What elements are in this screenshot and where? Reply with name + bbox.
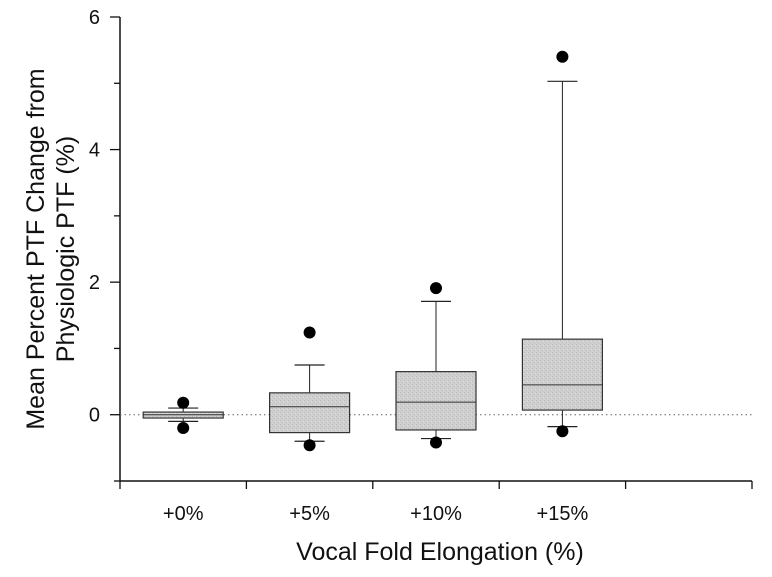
y-tick-label: 4 bbox=[89, 140, 100, 162]
x-tick-label: +5% bbox=[289, 503, 330, 525]
box-iqr bbox=[269, 392, 351, 434]
box-group bbox=[521, 50, 604, 438]
box-group bbox=[142, 396, 224, 434]
box-iqr bbox=[521, 338, 604, 411]
box-group bbox=[269, 326, 351, 452]
x-tick-label: +15% bbox=[537, 503, 589, 525]
outlier-point bbox=[177, 421, 190, 434]
outlier-point bbox=[177, 396, 190, 409]
y-axis-title-line-1: Mean Percent PTF Change from bbox=[22, 68, 50, 429]
x-axis-title: Vocal Fold Elongation (%) bbox=[296, 538, 584, 566]
outlier-point bbox=[303, 326, 316, 339]
y-tick-label: 6 bbox=[89, 7, 100, 29]
outlier-point bbox=[556, 50, 569, 63]
outlier-point bbox=[556, 425, 569, 438]
x-tick-label: +10% bbox=[410, 503, 462, 525]
x-tick-label: +0% bbox=[163, 503, 204, 525]
y-axis-title-line-2: Physiologic PTF (%) bbox=[52, 136, 80, 362]
outlier-point bbox=[430, 282, 442, 295]
box-group bbox=[395, 282, 477, 449]
box-iqr bbox=[395, 371, 477, 431]
outlier-point bbox=[303, 439, 316, 452]
y-tick-label: 2 bbox=[89, 272, 100, 294]
outlier-point bbox=[430, 436, 442, 449]
y-tick-label: 0 bbox=[89, 405, 100, 427]
